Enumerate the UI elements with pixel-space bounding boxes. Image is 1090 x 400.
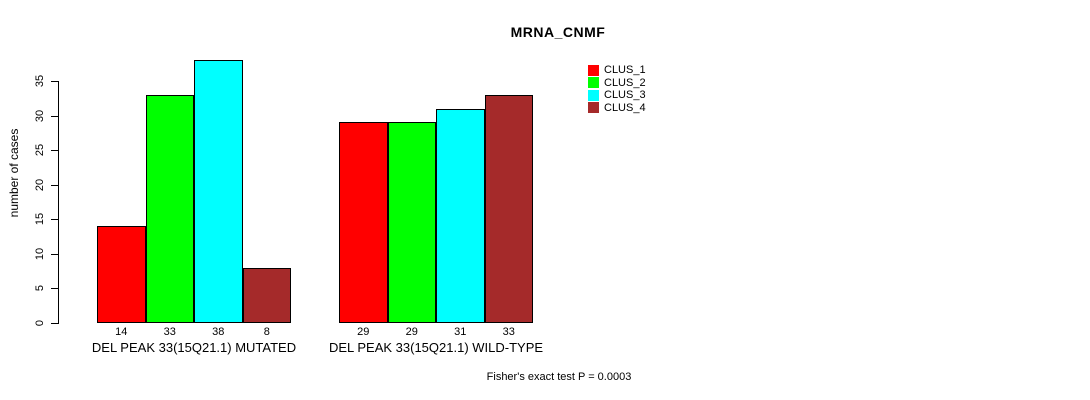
y-tick-mark [51,115,58,117]
bar-value-label: 33 [502,326,515,338]
y-tick-mark [51,323,58,324]
bar-clus_2 [145,95,194,323]
y-tick-mark [51,150,58,152]
legend-swatch-clus_3 [588,89,599,101]
y-tick-label: 10 [34,247,46,260]
bar-clus_2 [387,122,436,323]
bar-clus_1 [339,122,388,323]
legend-row: CLUS_2 [588,77,646,90]
bar-clus_3 [194,60,243,323]
y-tick-mark [51,184,58,186]
bar-value-label: 38 [212,326,225,338]
y-tick-mark [51,288,58,290]
y-tick-label: 5 [34,285,46,292]
y-axis-line [58,81,59,324]
legend-label: CLUS_1 [604,64,646,77]
y-tick-label: 35 [34,74,46,88]
legend-swatch-clus_1 [588,64,599,76]
y-tick-label: 15 [34,213,46,226]
legend-swatch-clus_2 [588,77,599,89]
y-tick-label: 25 [34,144,46,157]
y-tick-mark [51,253,58,255]
bar-value-label: 8 [263,326,270,338]
y-axis-label: number of cases [7,128,21,218]
legend-label: CLUS_4 [604,101,646,114]
bar-clus_3 [436,109,485,323]
bar-value-label: 31 [454,326,467,338]
bar-clus_4 [484,95,533,323]
legend-swatch-clus_4 [588,102,599,114]
y-tick-mark [51,81,58,82]
chart-title: MRNA_CNMF [510,24,606,40]
bar-clus_4 [242,268,291,323]
stat-annotation: Fisher's exact test P = 0.0003 [486,371,632,383]
legend: CLUS_1 CLUS_2 CLUS_3 CLUS_4 [588,64,646,114]
bar-clus_1 [97,226,146,323]
bar-value-label: 14 [115,326,128,338]
bar-value-label: 29 [405,326,418,338]
legend-row: CLUS_1 [588,64,646,77]
legend-label: CLUS_2 [604,76,646,89]
category-label: DEL PEAK 33(15Q21.1) WILD-TYPE [328,340,544,355]
legend-row: CLUS_3 [588,89,646,102]
y-tick-label: 30 [34,109,46,122]
bar-value-label: 33 [163,326,176,338]
y-tick-mark [51,219,58,221]
bar-value-label: 29 [357,326,370,338]
y-tick-label: 20 [34,178,46,191]
legend-row: CLUS_4 [588,102,646,115]
legend-label: CLUS_3 [604,89,646,102]
y-tick-label: 0 [34,319,46,327]
category-label: DEL PEAK 33(15Q21.1) MUTATED [91,340,297,355]
